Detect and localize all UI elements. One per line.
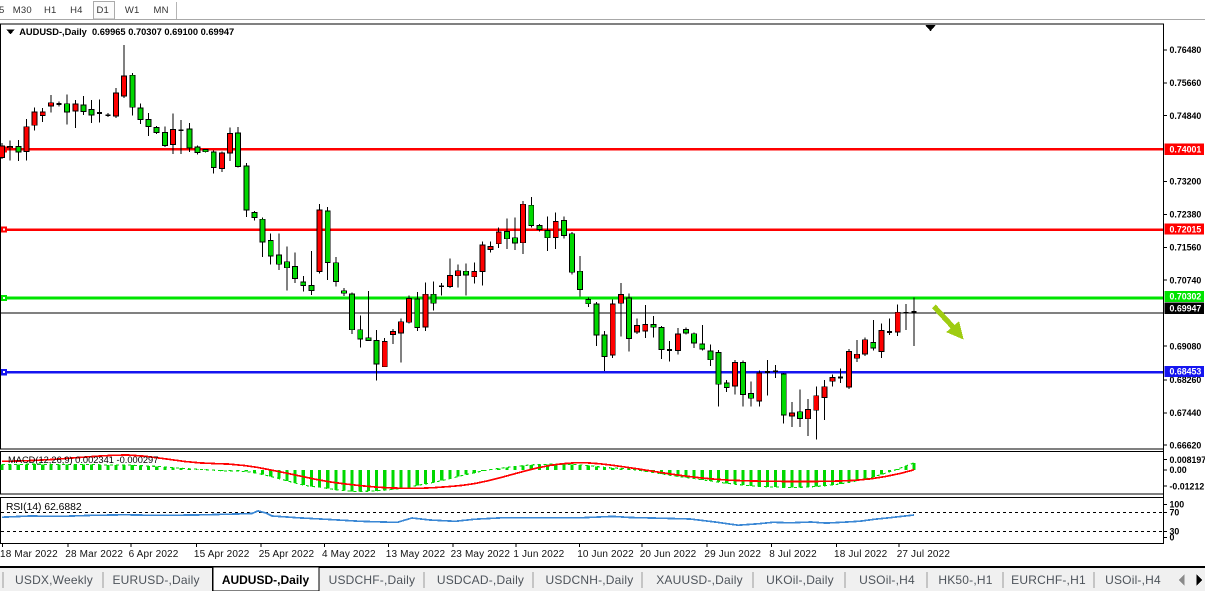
svg-text:27 Jul 2022: 27 Jul 2022 (897, 549, 951, 560)
svg-text:0.76480: 0.76480 (1170, 45, 1202, 55)
svg-text:20 Jun 2022: 20 Jun 2022 (640, 549, 697, 560)
svg-text:0.69947: 0.69947 (1170, 304, 1202, 314)
svg-text:AUDUSD-,Daily: AUDUSD-,Daily (222, 573, 310, 587)
svg-text:USDCNH-,Daily: USDCNH-,Daily (546, 573, 634, 587)
svg-text:4 May 2022: 4 May 2022 (322, 549, 376, 560)
svg-text:0.00: 0.00 (1170, 465, 1187, 475)
svg-text:0.71560: 0.71560 (1170, 243, 1202, 253)
svg-text:0.70740: 0.70740 (1170, 275, 1202, 285)
svg-text:D1: D1 (97, 5, 110, 16)
svg-text:18 Mar 2022: 18 Mar 2022 (0, 549, 58, 560)
svg-text:70: 70 (1170, 508, 1180, 518)
svg-text:23 May 2022: 23 May 2022 (451, 549, 511, 560)
svg-text:M30: M30 (13, 5, 32, 16)
svg-text:USDX,Weekly: USDX,Weekly (15, 573, 93, 587)
svg-text:1 Jun 2022: 1 Jun 2022 (513, 549, 564, 560)
svg-text:EURUSD-,Daily: EURUSD-,Daily (112, 573, 199, 587)
svg-text:USOil-,H4: USOil-,H4 (1105, 573, 1161, 587)
svg-text:USOil-,H4: USOil-,H4 (859, 573, 915, 587)
svg-text:0.66620: 0.66620 (1170, 440, 1202, 450)
svg-text:0.70307: 0.70307 (128, 27, 162, 37)
svg-text:AUDUSD-,Daily: AUDUSD-,Daily (19, 27, 87, 37)
svg-text:0.008197: 0.008197 (1170, 455, 1205, 465)
svg-text:XAUUSD-,Daily: XAUUSD-,Daily (656, 573, 743, 587)
svg-text:28 Mar 2022: 28 Mar 2022 (65, 549, 123, 560)
svg-text:HK50-,H1: HK50-,H1 (938, 573, 992, 587)
svg-text:MN: MN (154, 5, 169, 16)
svg-text:8 Jul 2022: 8 Jul 2022 (769, 549, 817, 560)
svg-text:0.72380: 0.72380 (1170, 210, 1202, 220)
svg-text:0.73200: 0.73200 (1170, 177, 1202, 187)
svg-text:6 Apr 2022: 6 Apr 2022 (129, 549, 179, 560)
svg-text:0.69947: 0.69947 (201, 27, 235, 37)
svg-text:100: 100 (1170, 500, 1185, 510)
svg-text:0.74840: 0.74840 (1170, 111, 1202, 121)
svg-text:UKOil-,Daily: UKOil-,Daily (766, 573, 834, 587)
svg-text:0.68453: 0.68453 (1170, 367, 1202, 377)
svg-text:0.67440: 0.67440 (1170, 408, 1202, 418)
svg-text:29 Jun 2022: 29 Jun 2022 (704, 549, 761, 560)
svg-text:18 Jul 2022: 18 Jul 2022 (834, 549, 888, 560)
svg-text:0: 0 (1170, 533, 1175, 543)
svg-text:0.69080: 0.69080 (1170, 341, 1202, 351)
svg-text:EURCHF-,H1: EURCHF-,H1 (1011, 573, 1086, 587)
svg-text:0.75660: 0.75660 (1170, 78, 1202, 88)
svg-text:5: 5 (0, 5, 4, 16)
svg-text:0.68260: 0.68260 (1170, 375, 1202, 385)
svg-text:0.70302: 0.70302 (1170, 292, 1202, 302)
svg-text:0.74001: 0.74001 (1170, 144, 1202, 154)
svg-text:H1: H1 (44, 5, 57, 16)
svg-text:USDCAD-,Daily: USDCAD-,Daily (437, 573, 524, 587)
svg-text:13 May 2022: 13 May 2022 (386, 549, 446, 560)
svg-text:W1: W1 (125, 5, 140, 16)
svg-text:MACD(12,26,9) 0.002341 -0.0002: MACD(12,26,9) 0.002341 -0.000297 (8, 455, 158, 465)
svg-text:-0.01212: -0.01212 (1170, 481, 1205, 491)
svg-text:0.72015: 0.72015 (1170, 224, 1202, 234)
svg-text:10 Jun 2022: 10 Jun 2022 (577, 549, 634, 560)
svg-text:RSI(14) 62.6882: RSI(14) 62.6882 (6, 502, 82, 513)
svg-text:USDCHF-,Daily: USDCHF-,Daily (329, 573, 416, 587)
svg-text:25 Apr 2022: 25 Apr 2022 (259, 549, 315, 560)
svg-text:0.69100: 0.69100 (164, 27, 198, 37)
svg-text:0.69965: 0.69965 (92, 27, 126, 37)
svg-text:30: 30 (1170, 527, 1180, 537)
svg-text:15 Apr 2022: 15 Apr 2022 (194, 549, 250, 560)
svg-text:H4: H4 (70, 5, 83, 16)
